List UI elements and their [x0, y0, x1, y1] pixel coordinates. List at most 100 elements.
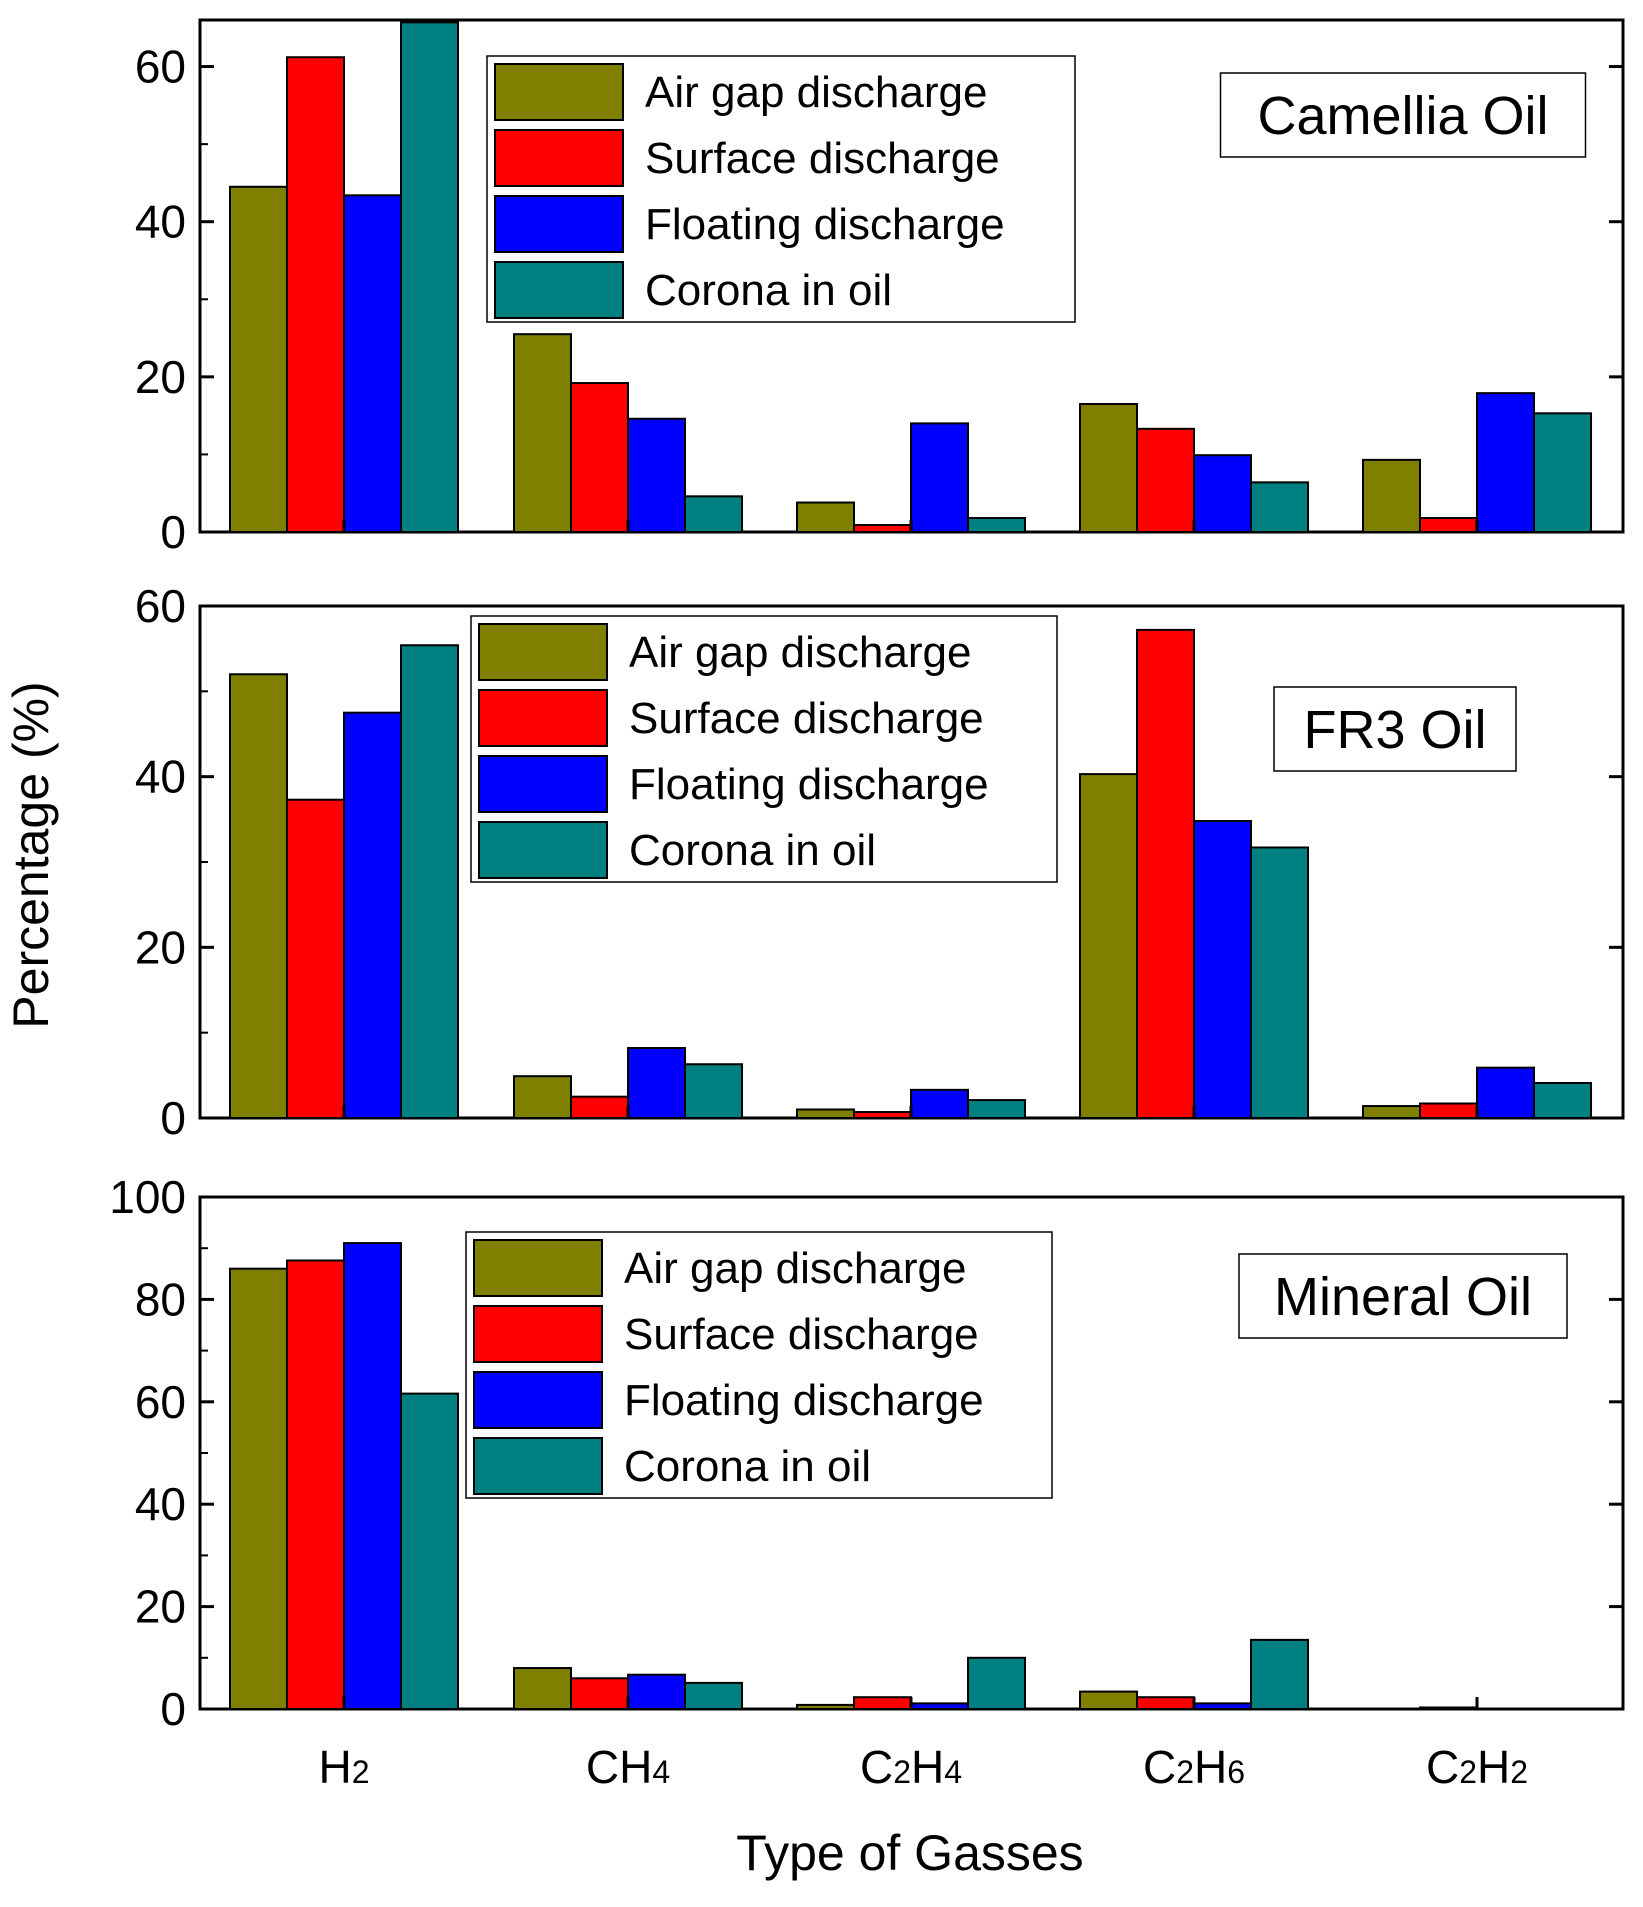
bar-floating-discharge-ch4 — [627, 1047, 686, 1119]
chart-panel-1: 0 20 40 60 Air gap discharge Surface discharg… — [135, 18, 1625, 558]
bar-surface-discharge-c2h4 — [853, 1111, 912, 1119]
chart-panel-2: 0 20 40 60 Air gap discharge Surface discharg… — [135, 580, 1625, 1144]
panel-title: Camellia Oil — [1257, 86, 1548, 146]
legend-label: Surface discharge — [629, 694, 984, 743]
legend-label: Surface discharge — [645, 134, 1000, 183]
bar-air-gap-discharge-c2h4 — [796, 1703, 855, 1711]
panel-title-box — [1238, 1253, 1568, 1339]
legend-label: Air gap discharge — [624, 1244, 966, 1293]
bar-floating-discharge-ch4 — [627, 1673, 686, 1711]
bar-corona-in-oil-h2 — [400, 1392, 459, 1711]
bar-surface-discharge-c2h2 — [1419, 1102, 1478, 1119]
bar-floating-discharge-c2h4 — [910, 1702, 969, 1711]
y-tick-label: 20 — [135, 1581, 186, 1633]
legend-label: Floating discharge — [645, 200, 1005, 249]
legend: Air gap discharge Surface discharge Floati… — [470, 615, 1058, 883]
legend-swatch — [478, 755, 608, 813]
bar-surface-discharge-h2 — [286, 1259, 345, 1711]
bar-corona-in-oil-c2h6 — [1250, 481, 1309, 533]
legend-label: Floating discharge — [624, 1376, 984, 1425]
y-axis-title: Percentage (%) — [3, 681, 59, 1028]
bar-floating-discharge-c2h6 — [1193, 820, 1252, 1119]
legend-label: Air gap discharge — [645, 68, 987, 117]
legend: Air gap discharge Surface discharge Floati… — [465, 1231, 1053, 1499]
legend-label: Corona in oil — [624, 1442, 871, 1491]
bar-surface-discharge-c2h2 — [1419, 517, 1478, 534]
x-category-label: C2H6 — [1143, 1741, 1245, 1793]
bar-air-gap-discharge-c2h4 — [796, 1108, 855, 1120]
y-tick-label: 40 — [135, 751, 186, 803]
bar-surface-discharge-c2h4 — [853, 524, 912, 534]
y-tick-label: 0 — [160, 506, 186, 558]
bar-surface-discharge-h2 — [286, 798, 345, 1119]
bar-surface-discharge-c2h4 — [853, 1696, 912, 1710]
y-tick-label: 100 — [109, 1171, 186, 1223]
y-tick-label: 60 — [135, 41, 186, 93]
bar-floating-discharge-c2h2 — [1476, 392, 1535, 534]
legend-swatch — [478, 689, 608, 747]
bar-corona-in-oil-c2h2 — [1533, 412, 1592, 533]
bar-corona-in-oil-h2 — [400, 644, 459, 1120]
bar-surface-discharge-ch4 — [570, 382, 629, 533]
bar-air-gap-discharge-ch4 — [513, 1075, 572, 1119]
bar-air-gap-discharge-h2 — [229, 673, 288, 1119]
chart-panel-3: 0 20 40 60 80 100 Air gap discharge Surface dis… — [109, 1171, 1625, 1735]
bar-air-gap-discharge-ch4 — [513, 1667, 572, 1711]
bar-air-gap-discharge-c2h2 — [1362, 458, 1421, 534]
bar-air-gap-discharge-h2 — [229, 185, 288, 533]
legend-label: Corona in oil — [629, 826, 876, 875]
bar-corona-in-oil-c2h2 — [1533, 1082, 1592, 1119]
legend-swatch — [494, 129, 624, 187]
bar-floating-discharge-h2 — [343, 711, 402, 1120]
bar-floating-discharge-c2h2 — [1476, 1066, 1535, 1119]
bar-corona-in-oil-c2h4 — [967, 517, 1026, 534]
panel-title: FR3 Oil — [1303, 700, 1486, 760]
bar-corona-in-oil-ch4 — [684, 1681, 743, 1710]
bar-floating-discharge-c2h4 — [910, 422, 969, 534]
panel-title-box — [1273, 686, 1517, 772]
bar-surface-discharge-h2 — [286, 56, 345, 534]
bar-air-gap-discharge-c2h6 — [1079, 1690, 1138, 1711]
bar-corona-in-oil-c2h4 — [967, 1656, 1026, 1711]
bar-corona-in-oil-ch4 — [684, 1063, 743, 1119]
legend: Air gap discharge Surface discharge Floati… — [486, 55, 1076, 323]
bar-air-gap-discharge-ch4 — [513, 333, 572, 533]
x-category-label: C2H2 — [1426, 1741, 1528, 1793]
bar-corona-in-oil-c2h6 — [1250, 846, 1309, 1119]
y-tick-label: 0 — [160, 1092, 186, 1144]
bar-floating-discharge-c2h6 — [1193, 454, 1252, 534]
legend-swatch — [494, 195, 624, 253]
x-axis-title: Type of Gasses — [736, 1825, 1083, 1881]
x-category-label: CH4 — [586, 1741, 670, 1793]
legend-swatch — [478, 821, 608, 879]
panel-title: Mineral Oil — [1274, 1267, 1532, 1327]
x-category-label: C2H4 — [860, 1741, 962, 1793]
legend-label: Surface discharge — [624, 1310, 979, 1359]
legend-swatch — [494, 63, 624, 121]
bar-surface-discharge-ch4 — [570, 1095, 629, 1119]
bar-air-gap-discharge-c2h2 — [1362, 1105, 1421, 1120]
legend-swatch — [473, 1239, 603, 1297]
y-tick-label: 60 — [135, 1376, 186, 1428]
legend-label: Air gap discharge — [629, 628, 971, 677]
x-category-label: H2 — [318, 1741, 369, 1793]
panel-title-box — [1219, 72, 1587, 158]
bar-air-gap-discharge-c2h4 — [796, 501, 855, 533]
plot-root: 0 20 40 60 Air gap discharge Surface discharg… — [109, 18, 1625, 1793]
legend-swatch — [473, 1305, 603, 1363]
y-tick-label: 20 — [135, 921, 186, 973]
legend-swatch — [473, 1437, 603, 1495]
bar-floating-discharge-c2h4 — [910, 1088, 969, 1119]
legend-label: Corona in oil — [645, 266, 892, 315]
bar-surface-discharge-c2h6 — [1136, 1696, 1195, 1710]
bar-surface-discharge-c2h2 — [1419, 1706, 1478, 1710]
bar-surface-discharge-ch4 — [570, 1677, 629, 1711]
bar-floating-discharge-ch4 — [627, 417, 686, 533]
legend-swatch — [473, 1371, 603, 1429]
y-tick-label: 20 — [135, 351, 186, 403]
y-tick-label: 0 — [160, 1683, 186, 1735]
bar-surface-discharge-c2h6 — [1136, 427, 1195, 534]
bar-floating-discharge-h2 — [343, 1242, 402, 1710]
y-tick-label: 40 — [135, 1478, 186, 1530]
